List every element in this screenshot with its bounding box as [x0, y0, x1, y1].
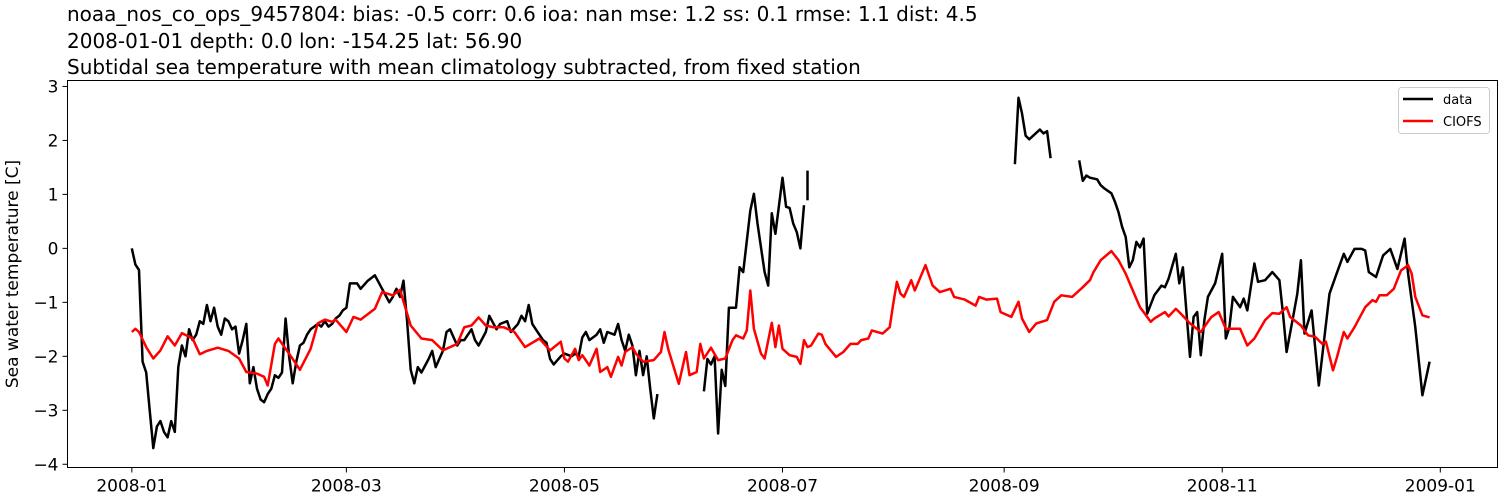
y-tick-label: 0	[48, 239, 59, 259]
x-tick-label: 2009-01	[1405, 477, 1476, 497]
series-ciofs-line-segment	[130, 249, 1430, 387]
series-data-line-segment	[1077, 160, 1431, 397]
x-tick-label: 2008-07	[747, 477, 818, 497]
legend-label-data: data	[1443, 93, 1472, 108]
y-tick-label: 2	[48, 131, 59, 151]
y-tick-label: 3	[48, 77, 59, 97]
x-axis: 2008-01 2008-03 2008-05 2008-07 2008-09 2008-…	[96, 467, 1476, 497]
series-data-line-segment	[130, 248, 659, 450]
chart-title-line-1: noaa_nos_co_ops_9457804: bias: -0.5 corr…	[67, 2, 978, 26]
y-axis: −4 −3 −2 −1 0 1 2 3	[33, 77, 68, 475]
chart-title-line-3: Subtidal sea temperature with mean clima…	[67, 55, 861, 79]
x-tick-label: 2008-05	[529, 477, 600, 497]
y-tick-label: −2	[33, 347, 58, 367]
x-tick-label: 2008-11	[1187, 477, 1258, 497]
series-data-line-segment	[702, 176, 806, 435]
y-tick-label: −1	[33, 293, 58, 313]
legend: data CIOFS	[1398, 87, 1490, 134]
series-data-line-segment	[1013, 96, 1052, 165]
y-tick-label: −4	[33, 455, 58, 475]
plot-frame	[67, 80, 1498, 468]
series-layer	[130, 96, 1431, 450]
y-axis-label: Sea water temperature [C]	[3, 160, 23, 388]
x-tick-label: 2008-01	[96, 477, 167, 497]
legend-label-ciofs: CIOFS	[1443, 115, 1482, 130]
chart-title-line-2: 2008-01-01 depth: 0.0 lon: -154.25 lat: …	[67, 29, 523, 53]
y-tick-label: 1	[48, 185, 59, 205]
x-tick-label: 2008-03	[311, 477, 382, 497]
y-tick-label: −3	[33, 401, 58, 421]
x-tick-label: 2008-09	[969, 477, 1040, 497]
